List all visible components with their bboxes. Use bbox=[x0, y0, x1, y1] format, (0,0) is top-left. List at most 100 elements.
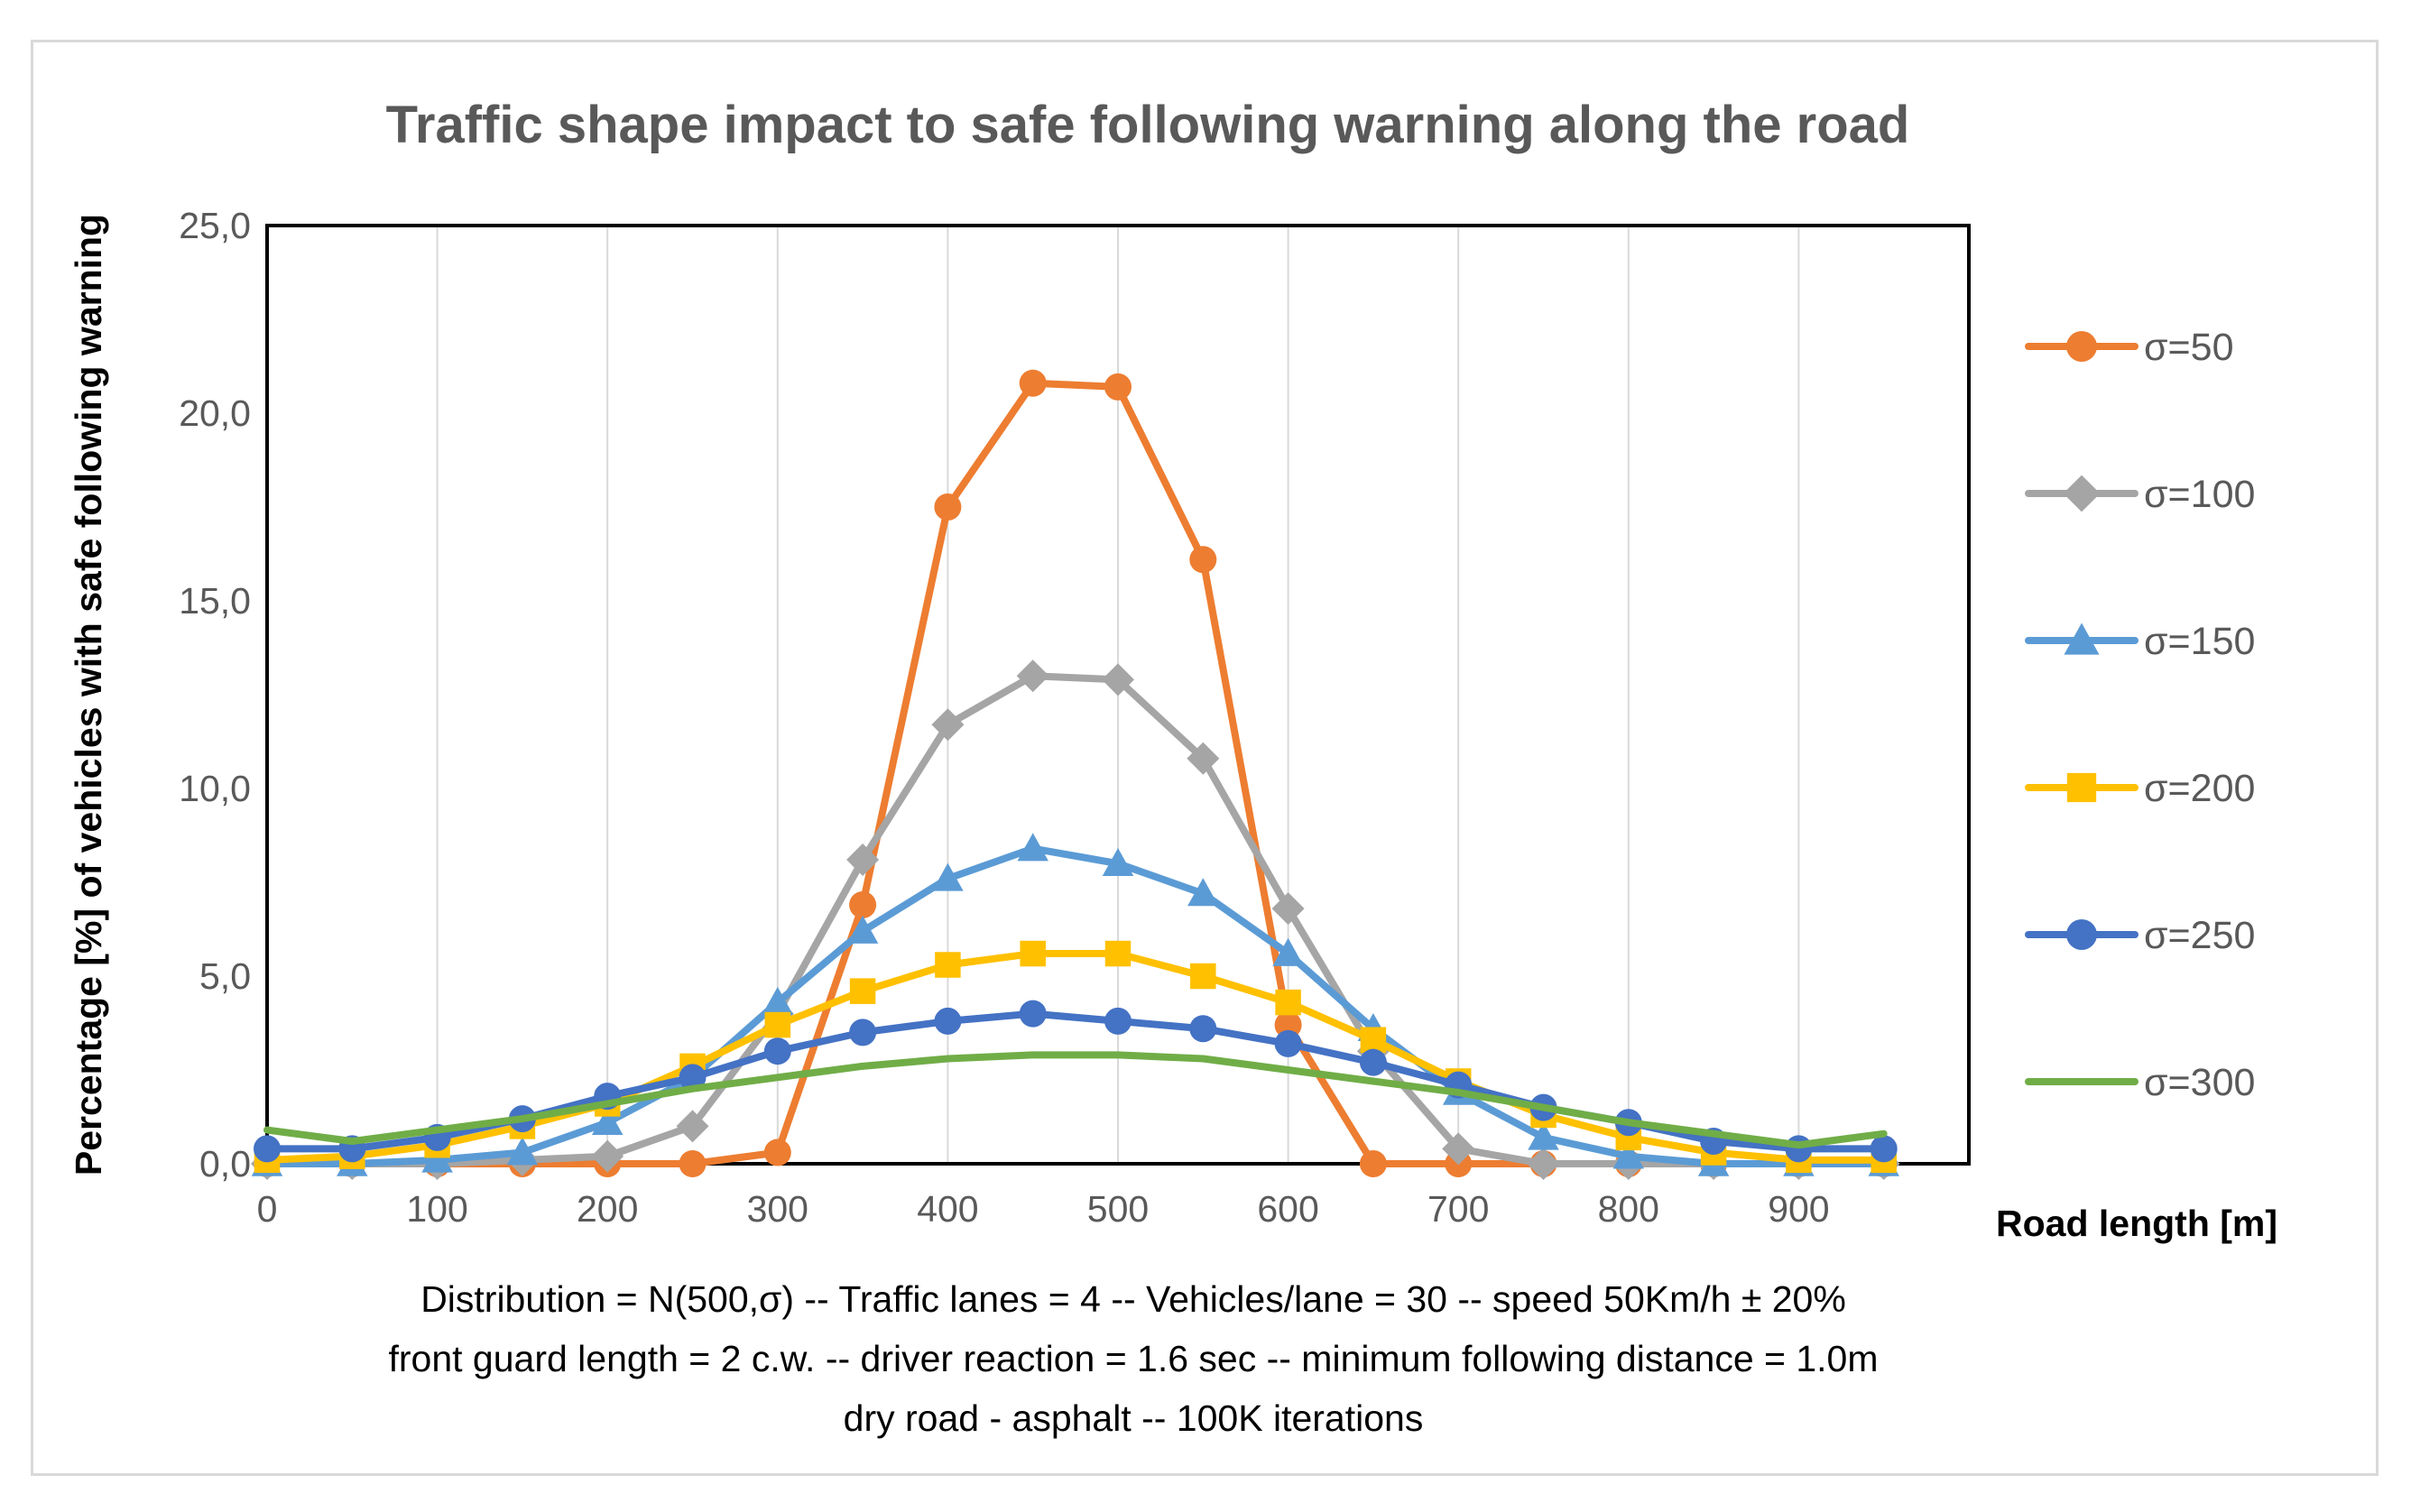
data-point bbox=[1016, 659, 1049, 693]
data-point bbox=[1271, 892, 1305, 926]
caption-line-2: front guard length = 2 c.w. -- driver re… bbox=[389, 1338, 1879, 1379]
x-tick-label: 0 bbox=[257, 1188, 278, 1230]
data-point bbox=[1019, 369, 1047, 397]
data-point bbox=[763, 1037, 791, 1065]
data-point bbox=[1189, 546, 1217, 574]
legend-marker bbox=[2066, 331, 2097, 362]
legend-marker bbox=[2066, 919, 2097, 950]
data-point bbox=[763, 1139, 791, 1166]
data-point bbox=[1187, 742, 1220, 775]
data-point bbox=[846, 844, 880, 877]
legend-marker bbox=[2063, 475, 2101, 512]
legend-item: σ=50 bbox=[2025, 326, 2233, 369]
legend-label: σ=250 bbox=[2144, 914, 2255, 957]
data-point bbox=[679, 1150, 707, 1177]
data-point bbox=[1019, 1000, 1047, 1028]
y-tick-label: 10,0 bbox=[179, 768, 251, 809]
series-line bbox=[263, 950, 1888, 1164]
data-point bbox=[764, 1011, 791, 1038]
data-point bbox=[254, 1135, 281, 1163]
data-point bbox=[1360, 1027, 1387, 1053]
data-point bbox=[849, 1019, 877, 1046]
chart-title: Traffic shape impact to safe following w… bbox=[386, 96, 1910, 154]
legend-item: σ=300 bbox=[2025, 1061, 2255, 1104]
data-point bbox=[591, 1139, 624, 1173]
data-point bbox=[1442, 1132, 1475, 1166]
data-point bbox=[1785, 1135, 1813, 1163]
x-axis-title: Road length [m] bbox=[1996, 1203, 2277, 1244]
data-point bbox=[1272, 937, 1304, 966]
caption-line-1: Distribution = N(500,σ) -- Traffic lanes… bbox=[420, 1278, 1846, 1320]
data-point bbox=[1870, 1135, 1898, 1163]
x-tick-label: 400 bbox=[917, 1188, 978, 1230]
data-point bbox=[1528, 1121, 1559, 1150]
legend-item: σ=150 bbox=[2025, 620, 2255, 663]
data-point bbox=[1102, 847, 1134, 876]
data-point bbox=[1275, 989, 1301, 1016]
data-point bbox=[1612, 1140, 1645, 1169]
data-point bbox=[931, 708, 965, 742]
data-point bbox=[1102, 663, 1134, 696]
caption-line-3: dry road - asphalt -- 100K iterations bbox=[844, 1397, 1424, 1439]
series-lines bbox=[251, 369, 1900, 1180]
data-point bbox=[1190, 963, 1216, 990]
data-point bbox=[934, 493, 962, 521]
data-point bbox=[934, 1007, 962, 1035]
data-point bbox=[762, 986, 794, 1015]
data-point bbox=[849, 978, 876, 1004]
x-tick-label: 300 bbox=[747, 1188, 808, 1230]
y-tick-label: 15,0 bbox=[179, 580, 251, 622]
data-point bbox=[1527, 1148, 1560, 1180]
legend-item: σ=100 bbox=[2025, 473, 2255, 516]
x-tick-label: 800 bbox=[1598, 1188, 1659, 1230]
series-line bbox=[263, 1051, 1888, 1149]
data-point bbox=[1104, 1007, 1132, 1035]
data-point bbox=[849, 890, 877, 918]
legend: σ=50 σ=100 σ=150 σ=200 σ=250 σ=300 bbox=[2025, 326, 2255, 1104]
x-tick-label: 100 bbox=[406, 1188, 467, 1230]
data-point bbox=[935, 952, 961, 978]
legend-marker bbox=[2064, 622, 2100, 655]
y-tick-label: 5,0 bbox=[199, 955, 251, 997]
data-point bbox=[1359, 1150, 1387, 1177]
y-axis-title: Percentage [%] of vehicles with safe fol… bbox=[68, 214, 109, 1175]
legend-item: σ=250 bbox=[2025, 914, 2255, 957]
data-point bbox=[1189, 1015, 1217, 1043]
data-point bbox=[1104, 373, 1132, 401]
y-tick-label: 20,0 bbox=[179, 392, 251, 434]
legend-item: σ=200 bbox=[2025, 767, 2255, 810]
data-point bbox=[1274, 1011, 1302, 1039]
legend-label: σ=150 bbox=[2144, 620, 2255, 663]
x-tick-label: 700 bbox=[1427, 1188, 1489, 1230]
series-line bbox=[263, 379, 1888, 1167]
data-point bbox=[1187, 878, 1219, 907]
data-point bbox=[506, 1137, 539, 1166]
x-axis-ticks: 0 100 200 300 400 500 600 700 800 900 bbox=[257, 1188, 1830, 1230]
data-point bbox=[846, 915, 879, 944]
data-point bbox=[676, 1110, 709, 1143]
data-point bbox=[591, 1106, 624, 1136]
series-2 bbox=[251, 659, 1900, 1180]
data-point bbox=[932, 862, 964, 891]
data-point bbox=[421, 1144, 453, 1173]
legend-label: σ=200 bbox=[2144, 767, 2255, 810]
series-line bbox=[263, 672, 1888, 1167]
data-point bbox=[1274, 1029, 1302, 1057]
x-tick-label: 200 bbox=[577, 1188, 638, 1230]
legend-label: σ=100 bbox=[2144, 473, 2255, 516]
y-tick-label: 25,0 bbox=[179, 205, 251, 246]
legend-label: σ=50 bbox=[2144, 326, 2233, 369]
data-point bbox=[1020, 940, 1046, 967]
plot-area bbox=[265, 224, 1971, 1166]
series-6 bbox=[263, 1051, 1888, 1149]
data-point bbox=[1359, 1048, 1387, 1076]
data-point bbox=[1104, 940, 1132, 967]
series-line bbox=[263, 844, 1888, 1167]
data-point bbox=[1017, 833, 1048, 862]
y-axis-ticks: 0,0 5,0 10,0 15,0 20,0 25,0 bbox=[179, 205, 251, 1185]
legend-label: σ=300 bbox=[2144, 1061, 2255, 1104]
y-tick-label: 0,0 bbox=[199, 1143, 251, 1185]
x-tick-label: 600 bbox=[1257, 1188, 1318, 1230]
x-tick-label: 900 bbox=[1768, 1188, 1829, 1230]
